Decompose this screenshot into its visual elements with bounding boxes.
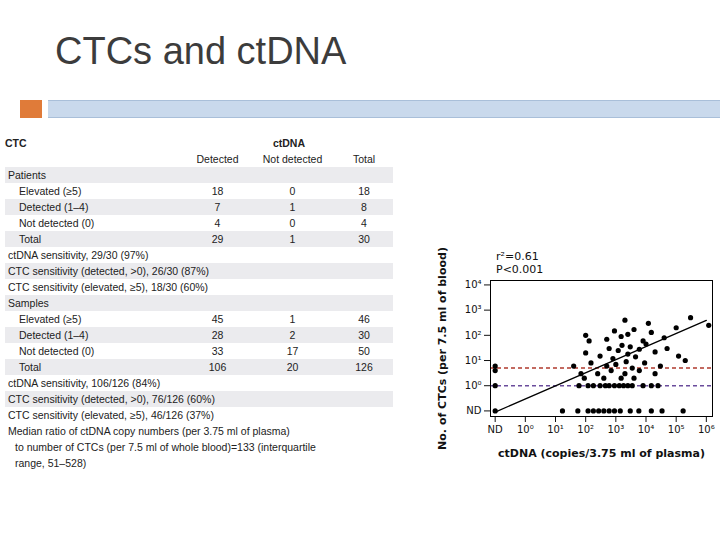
html-text:17: 17 xyxy=(286,345,299,357)
html-text:to number of CTCs (per 7.5 ml: to number of CTCs (per 7.5 ml of whole b… xyxy=(15,441,316,453)
html-text:Not detected (0): Not detected (0) xyxy=(19,345,95,357)
html-text:1: 1 xyxy=(289,201,296,213)
html-text:P<0.001: P<0.001 xyxy=(496,263,544,276)
svg-text:10³: 10³ xyxy=(465,304,482,315)
html-text:106: 106 xyxy=(208,361,227,373)
html-text:Detected (1–4): Detected (1–4) xyxy=(19,201,89,213)
html-text:range, 51–528): range, 51–528) xyxy=(15,457,87,469)
html-text:0: 0 xyxy=(289,217,296,229)
html-text:Patients: Patients xyxy=(8,169,46,181)
svg-text:ND: ND xyxy=(466,405,481,416)
html-text:ctDNA: ctDNA xyxy=(273,137,305,149)
html-text:CTC sensitivity (elevated, ≥5): CTC sensitivity (elevated, ≥5), 46/126 (… xyxy=(8,409,214,421)
html-text:Not detected: Not detected xyxy=(262,153,323,165)
svg-text:ctDNA (copies/3.75 ml of plasm: ctDNA (copies/3.75 ml of plasma) xyxy=(498,447,705,460)
html-text:4: 4 xyxy=(214,217,221,229)
html-text:8: 8 xyxy=(361,201,367,213)
svg-text:10²: 10² xyxy=(465,330,482,341)
html-text:Not detected (0): Not detected (0) xyxy=(19,217,95,229)
html-text:20: 20 xyxy=(286,361,299,373)
svg-text:10⁴: 10⁴ xyxy=(638,424,655,435)
html-text:30: 30 xyxy=(358,233,370,245)
html-text:ctDNA sensitivity, 29/30 (97%): ctDNA sensitivity, 29/30 (97%) xyxy=(8,249,149,261)
html-text:Total: Total xyxy=(19,233,42,245)
svg-text:10⁵: 10⁵ xyxy=(668,424,685,435)
html-text:CTC sensitivity (detected, >0): CTC sensitivity (detected, >0), 26/30 (8… xyxy=(8,265,209,277)
html-text:126: 126 xyxy=(355,361,373,373)
html-text:50: 50 xyxy=(358,345,370,357)
html-text:Detected: Detected xyxy=(196,153,239,165)
html-text:1: 1 xyxy=(289,233,296,245)
svg-text:10³: 10³ xyxy=(607,424,624,435)
html-text:Total: Total xyxy=(19,361,42,373)
html-text:CTCs and ctDNA: CTCs and ctDNA xyxy=(55,30,347,72)
svg-text:10⁴: 10⁴ xyxy=(465,279,482,290)
html-text:CTC sensitivity (elevated, ≥5): CTC sensitivity (elevated, ≥5), 18/30 (6… xyxy=(8,281,209,293)
html-text:45: 45 xyxy=(211,313,224,325)
svg-text:10⁶: 10⁶ xyxy=(698,424,715,435)
html-text:7: 7 xyxy=(214,201,221,213)
html-text:Elevated (≥5): Elevated (≥5) xyxy=(19,185,82,197)
html-text:33: 33 xyxy=(211,345,224,357)
html-text:30: 30 xyxy=(358,329,370,341)
svg-text:No. of CTCs (per 7.5 ml of blo: No. of CTCs (per 7.5 ml of blood) xyxy=(436,247,449,450)
html-text:46: 46 xyxy=(358,313,370,325)
html-text:1: 1 xyxy=(289,313,296,325)
html-text:Detected (1–4): Detected (1–4) xyxy=(19,329,89,341)
html-text:18: 18 xyxy=(211,185,224,197)
svg-text:10⁰: 10⁰ xyxy=(517,424,534,435)
svg-text:10¹: 10¹ xyxy=(547,424,564,435)
svg-text:10²: 10² xyxy=(577,424,594,435)
html-text:29: 29 xyxy=(211,233,224,245)
html-text:r²=0.61: r²=0.61 xyxy=(496,250,539,263)
html-text:CTC sensitivity (detected, >0): CTC sensitivity (detected, >0), 76/126 (… xyxy=(8,393,215,405)
html-text:2: 2 xyxy=(289,329,296,341)
html-text:4: 4 xyxy=(361,217,367,229)
svg-text:ND: ND xyxy=(488,424,503,435)
html-text:CTC: CTC xyxy=(5,137,27,149)
html-text:ctDNA sensitivity, 106/126 (84: ctDNA sensitivity, 106/126 (84%) xyxy=(8,377,161,389)
html-text:Elevated (≥5): Elevated (≥5) xyxy=(19,313,82,325)
html-text:28: 28 xyxy=(211,329,224,341)
html-text:Samples: Samples xyxy=(8,297,49,309)
html-text:Median ratio of ctDNA copy num: Median ratio of ctDNA copy numbers (per … xyxy=(8,425,290,437)
html-text:Total: Total xyxy=(352,153,376,165)
svg-text:10¹: 10¹ xyxy=(465,355,482,366)
html-text:0: 0 xyxy=(289,185,296,197)
svg-text:10⁰: 10⁰ xyxy=(465,380,482,391)
html-text:18: 18 xyxy=(358,185,370,197)
